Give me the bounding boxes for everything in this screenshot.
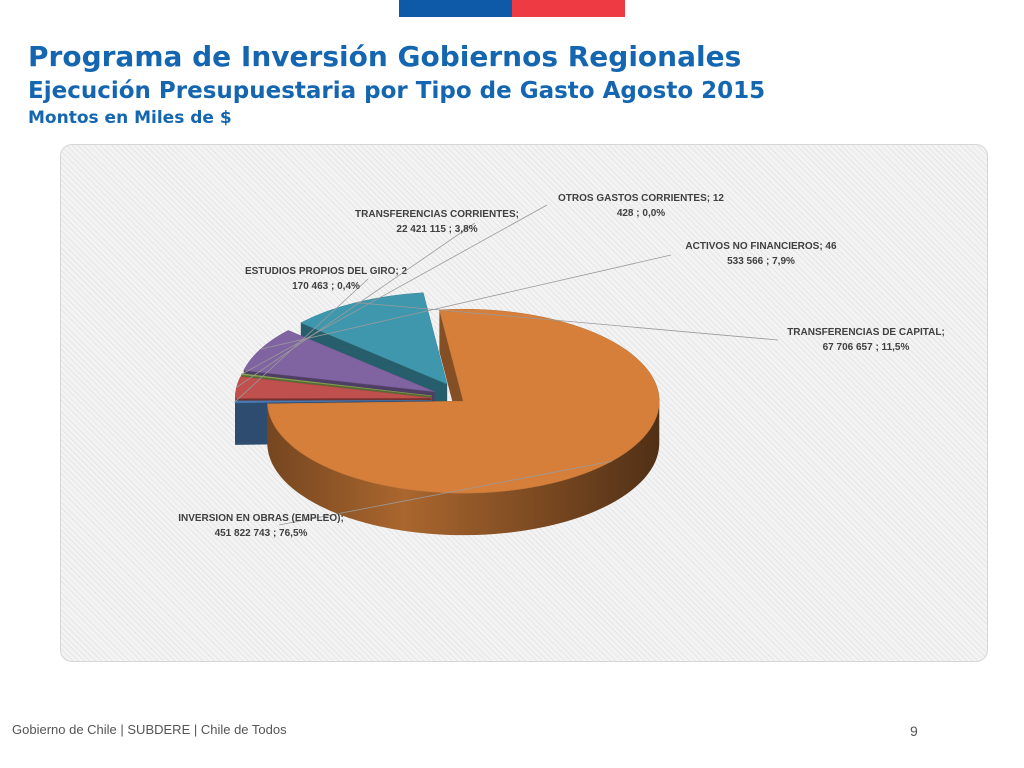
slice-label-3: OTROS GASTOS CORRIENTES; 12 428 ; 0,0% bbox=[558, 193, 724, 219]
leader-line-4 bbox=[260, 254, 672, 350]
slice-label-1: ESTUDIOS PROPIOS DEL GIRO; 2 170 463 ; 0,… bbox=[245, 266, 408, 292]
slice-label-line: TRANSFERENCIAS CORRIENTES; bbox=[355, 209, 519, 220]
page-subtitle: Ejecución Presupuestaria por Tipo de Gas… bbox=[28, 78, 766, 104]
leader-line-5 bbox=[356, 302, 779, 341]
slice-label-line: 533 566 ; 7,9% bbox=[727, 256, 795, 267]
page-number: 9 bbox=[910, 723, 918, 739]
slice-label-0: INVERSION EN OBRAS (EMPLEO); 451 822 743 … bbox=[178, 513, 344, 539]
leader-line-2 bbox=[236, 222, 476, 388]
slice-label-line: OTROS GASTOS CORRIENTES; 12 bbox=[558, 193, 724, 204]
slice-label-line: ESTUDIOS PROPIOS DEL GIRO; 2 bbox=[245, 266, 408, 277]
slice-label-line: 428 ; 0,0% bbox=[617, 208, 665, 219]
pie-slice-0 bbox=[267, 308, 660, 536]
leader-line-3 bbox=[240, 204, 548, 375]
leader-line-0 bbox=[278, 460, 612, 526]
pie-slice-top-1 bbox=[234, 400, 432, 404]
pie-chart: INVERSION EN OBRAS (EMPLEO); 451 822 743 … bbox=[178, 193, 945, 539]
slice-label-line: 67 706 657 ; 11,5% bbox=[823, 342, 910, 353]
pie-slice-rim-0-0 bbox=[267, 401, 660, 536]
slice-label-line: 22 421 115 ; 3,8% bbox=[396, 224, 477, 235]
footer-text: Gobierno de Chile | SUBDERE | Chile de T… bbox=[12, 722, 287, 737]
flag-red-stripe bbox=[512, 0, 625, 17]
chart-frame: INVERSION EN OBRAS (EMPLEO); 451 822 743 … bbox=[60, 144, 988, 662]
slice-label-line: TRANSFERENCIAS DE CAPITAL; bbox=[787, 327, 945, 338]
slice-label-line: INVERSION EN OBRAS (EMPLEO); bbox=[178, 513, 344, 524]
slice-label-line: 170 463 ; 0,4% bbox=[292, 281, 360, 292]
slice-label-5: TRANSFERENCIAS DE CAPITAL; 67 706 657 ; 1… bbox=[787, 327, 945, 353]
slice-label-4: ACTIVOS NO FINANCIEROS; 46 533 566 ; 7,9% bbox=[685, 241, 837, 267]
slice-label-2: TRANSFERENCIAS CORRIENTES; 22 421 115 ; 3… bbox=[355, 209, 519, 235]
leader-line-1 bbox=[234, 278, 369, 403]
page-title: Programa de Inversión Gobiernos Regional… bbox=[28, 40, 742, 73]
units-caption: Montos en Miles de $ bbox=[28, 108, 232, 128]
flag-bar bbox=[399, 0, 625, 17]
slice-label-line: 451 822 743 ; 76,5% bbox=[215, 528, 308, 539]
flag-blue-stripe bbox=[399, 0, 512, 17]
slice-label-line: ACTIVOS NO FINANCIEROS; 46 bbox=[685, 241, 837, 252]
